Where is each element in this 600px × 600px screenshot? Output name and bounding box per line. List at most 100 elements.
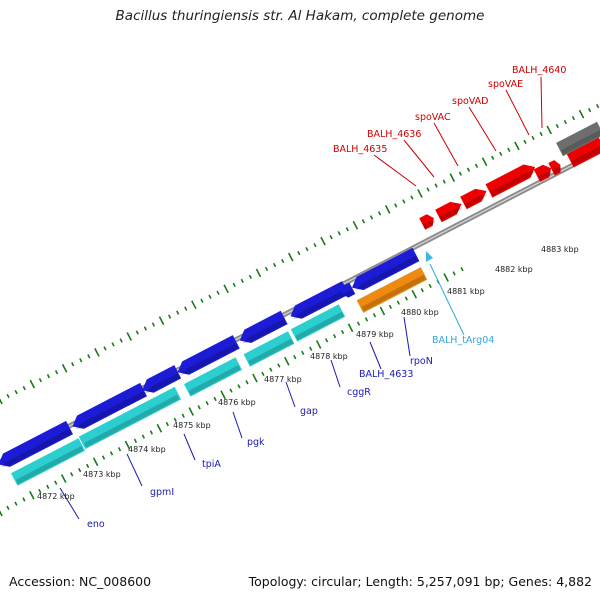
kbp-label: 4882 kbp	[495, 265, 533, 274]
tick-mark	[188, 407, 194, 416]
gene-spoVAD	[485, 164, 537, 198]
label-cggR-leader	[330, 359, 341, 388]
lower-tick-track	[0, 267, 464, 517]
label-BALH_4633-leader	[369, 341, 382, 370]
tick-mark	[329, 235, 333, 240]
tick-mark	[481, 157, 488, 167]
tick-mark	[103, 346, 107, 351]
kbp-label: 4874 kbp	[128, 445, 166, 454]
tick-mark	[426, 187, 430, 192]
tick-mark	[70, 472, 74, 477]
label-gap-leader	[285, 381, 296, 408]
tick-mark	[523, 139, 527, 145]
gene-reverse-6	[290, 281, 349, 320]
tick-mark	[555, 123, 559, 129]
tick-mark	[151, 322, 156, 327]
tick-mark	[197, 405, 201, 410]
tick-mark	[143, 326, 148, 331]
label-spoVAC-text: spoVAC	[415, 112, 451, 123]
tick-mark	[191, 300, 197, 310]
gene-cggR-body	[290, 304, 346, 342]
tick-mark	[149, 430, 154, 435]
gene-gpmI-tpiA	[78, 386, 182, 450]
tick-mark	[264, 266, 269, 272]
gene-pgk-shade	[188, 365, 241, 396]
gene-spoVAE-b-body	[548, 160, 561, 176]
label-spoVAE: spoVAE	[488, 79, 530, 136]
label-spoVAE-text: spoVAE	[488, 79, 523, 90]
tick-mark	[135, 330, 139, 335]
label-BALH_4635-leader	[373, 154, 417, 187]
kbp-label: 4878 kbp	[310, 352, 348, 361]
tick-mark	[6, 393, 10, 399]
label-BALH_4633: BALH_4633	[359, 341, 413, 380]
tick-mark	[578, 109, 585, 119]
label-BALH_tArg04-leader	[429, 263, 465, 336]
gene-reverse-7-shade	[343, 289, 355, 297]
tick-mark	[379, 306, 386, 316]
tick-mark	[293, 354, 297, 360]
label-cggR: cggR	[330, 359, 371, 398]
tick-mark	[22, 497, 26, 502]
gene-reverse-7	[341, 282, 356, 298]
tick-mark	[167, 314, 172, 319]
gene-reverse-2-shade	[75, 391, 146, 430]
tick-mark	[377, 211, 382, 216]
tick-mark	[305, 246, 309, 252]
gene-reverse-3	[142, 365, 182, 394]
label-pgk-leader	[232, 411, 243, 439]
tick-mark	[491, 155, 495, 160]
gene-reverse-6-body	[290, 281, 349, 319]
tick-mark	[384, 205, 391, 214]
label-tpiA-text: tpiA	[202, 459, 221, 470]
tick-mark	[284, 356, 290, 366]
tick-mark	[29, 490, 35, 500]
genome-summary-text: Topology: circular; Length: 5,257,091 bp…	[248, 574, 592, 589]
label-gpmI: gpmI	[126, 453, 174, 498]
gene-reverse-5	[239, 310, 288, 344]
gene-spoVAE-body	[533, 164, 552, 182]
gene-BALH_4636	[435, 201, 463, 223]
tick-mark	[261, 371, 265, 376]
tick-mark	[514, 141, 520, 151]
tick-mark	[313, 242, 317, 248]
tick-mark	[449, 173, 456, 182]
gene-spoVAE-shade	[537, 171, 553, 181]
tick-mark	[248, 274, 253, 280]
tick-mark	[499, 151, 503, 156]
tick-mark	[237, 384, 241, 389]
gene-spoVAE-b-shade	[552, 167, 562, 175]
gene-reverse-1-shade	[1, 429, 72, 468]
tick-mark	[443, 273, 449, 282]
tick-mark	[87, 354, 91, 359]
tick-mark	[361, 219, 366, 224]
tick-mark	[78, 467, 82, 473]
tick-mark	[372, 313, 377, 318]
tick-mark	[173, 417, 177, 423]
label-rpoN: rpoN	[403, 316, 433, 367]
gene-spoVAC	[460, 188, 488, 210]
label-tpiA: tpiA	[183, 433, 221, 470]
tick-mark	[208, 294, 212, 299]
gene-rpoN	[356, 267, 428, 313]
tick-mark	[428, 283, 432, 289]
tick-mark	[109, 451, 114, 456]
gene-spoVAE-b	[548, 160, 562, 176]
tick-mark	[255, 268, 262, 278]
tick-mark	[345, 227, 349, 232]
tick-mark	[277, 363, 281, 368]
gene-reverse-8	[352, 247, 420, 291]
tick-mark	[232, 282, 236, 287]
gene-gap-shade	[248, 338, 294, 366]
dotted-tick-tracks	[0, 104, 600, 517]
tick-mark	[325, 338, 329, 343]
tick-mark	[60, 474, 67, 483]
label-spoVAC: spoVAC	[415, 112, 459, 167]
gene-pgk-body	[184, 357, 242, 397]
tick-mark	[117, 447, 122, 452]
tick-mark	[61, 363, 68, 373]
tick-mark	[563, 119, 567, 125]
gene-pgk	[184, 357, 242, 397]
tick-mark	[458, 171, 462, 176]
